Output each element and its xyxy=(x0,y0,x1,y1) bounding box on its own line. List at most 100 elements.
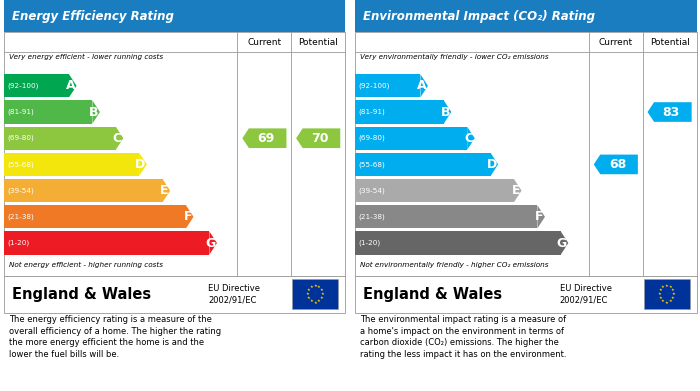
Text: ★: ★ xyxy=(309,285,314,289)
Text: EU Directive
2002/91/EC: EU Directive 2002/91/EC xyxy=(209,284,260,305)
Text: C: C xyxy=(464,132,473,145)
Text: (55-68): (55-68) xyxy=(7,161,34,168)
Text: Potential: Potential xyxy=(298,38,338,47)
Polygon shape xyxy=(186,205,193,228)
Polygon shape xyxy=(92,100,100,124)
Text: F: F xyxy=(183,210,192,223)
Text: England & Wales: England & Wales xyxy=(363,287,503,302)
Text: EU Directive
2002/91/EC: EU Directive 2002/91/EC xyxy=(560,284,612,305)
Text: ★: ★ xyxy=(314,301,317,305)
Bar xyxy=(292,279,338,309)
Bar xyxy=(4,276,345,313)
Text: ★: ★ xyxy=(671,288,675,292)
Bar xyxy=(4,153,139,176)
Polygon shape xyxy=(209,231,217,255)
Bar xyxy=(355,231,561,255)
Bar xyxy=(4,127,116,150)
Polygon shape xyxy=(421,74,428,97)
Text: 83: 83 xyxy=(663,106,680,118)
Polygon shape xyxy=(444,100,452,124)
Text: 70: 70 xyxy=(312,132,329,145)
Polygon shape xyxy=(594,154,638,174)
Text: ★: ★ xyxy=(668,285,672,289)
Text: ★: ★ xyxy=(320,288,323,292)
Text: ★: ★ xyxy=(661,300,665,303)
Text: ★: ★ xyxy=(309,300,314,303)
Bar xyxy=(355,0,696,32)
Text: B: B xyxy=(440,106,450,118)
Text: A: A xyxy=(417,79,426,92)
Text: G: G xyxy=(205,237,216,249)
Text: ★: ★ xyxy=(661,285,665,289)
Polygon shape xyxy=(242,128,286,148)
Polygon shape xyxy=(116,127,123,150)
Bar xyxy=(355,179,514,202)
Polygon shape xyxy=(491,153,498,176)
Text: ★: ★ xyxy=(321,292,324,296)
Text: 69: 69 xyxy=(258,132,274,145)
Text: The energy efficiency rating is a measure of the
overall efficiency of a home. T: The energy efficiency rating is a measur… xyxy=(8,315,220,359)
Text: ★: ★ xyxy=(314,284,317,288)
Polygon shape xyxy=(467,127,475,150)
Text: Energy Efficiency Rating: Energy Efficiency Rating xyxy=(12,9,174,23)
Text: The environmental impact rating is a measure of
a home's impact on the environme: The environmental impact rating is a mea… xyxy=(360,315,566,359)
Text: ★: ★ xyxy=(665,301,668,305)
Bar xyxy=(4,100,92,124)
Text: Current: Current xyxy=(247,38,281,47)
Text: E: E xyxy=(160,184,169,197)
Polygon shape xyxy=(296,128,340,148)
Bar xyxy=(355,74,421,97)
Text: ★: ★ xyxy=(665,284,668,288)
Polygon shape xyxy=(162,179,170,202)
Text: ★: ★ xyxy=(659,296,662,300)
Bar xyxy=(355,276,696,313)
Bar xyxy=(355,100,444,124)
Text: Very environmentally friendly - lower CO₂ emissions: Very environmentally friendly - lower CO… xyxy=(360,54,549,61)
Text: ★: ★ xyxy=(307,296,311,300)
Text: (55-68): (55-68) xyxy=(358,161,385,168)
Bar xyxy=(355,205,538,228)
Text: D: D xyxy=(135,158,146,171)
Text: A: A xyxy=(66,79,75,92)
Polygon shape xyxy=(561,231,568,255)
Text: F: F xyxy=(535,210,544,223)
Text: ★: ★ xyxy=(672,292,676,296)
Text: ★: ★ xyxy=(659,288,662,292)
Polygon shape xyxy=(648,102,692,122)
Text: ★: ★ xyxy=(320,296,323,300)
Bar xyxy=(643,279,690,309)
Text: (39-54): (39-54) xyxy=(358,187,385,194)
Text: Not energy efficient - higher running costs: Not energy efficient - higher running co… xyxy=(8,262,162,268)
Text: (69-80): (69-80) xyxy=(358,135,385,142)
Text: ★: ★ xyxy=(317,285,321,289)
Text: B: B xyxy=(89,106,99,118)
Bar xyxy=(4,205,186,228)
Polygon shape xyxy=(139,153,147,176)
Text: ★: ★ xyxy=(671,296,675,300)
Text: G: G xyxy=(556,237,567,249)
Polygon shape xyxy=(69,74,76,97)
Bar xyxy=(355,153,491,176)
Text: ★: ★ xyxy=(306,292,310,296)
Polygon shape xyxy=(538,205,545,228)
Text: Current: Current xyxy=(598,38,633,47)
Text: ★: ★ xyxy=(668,300,672,303)
Text: Potential: Potential xyxy=(650,38,690,47)
Text: Very energy efficient - lower running costs: Very energy efficient - lower running co… xyxy=(8,54,162,61)
Text: (1-20): (1-20) xyxy=(7,240,29,246)
Bar xyxy=(355,32,696,276)
Polygon shape xyxy=(514,179,522,202)
Text: (92-100): (92-100) xyxy=(7,83,38,89)
Text: (81-91): (81-91) xyxy=(7,109,34,115)
Text: ★: ★ xyxy=(307,288,311,292)
Text: ★: ★ xyxy=(317,300,321,303)
Bar xyxy=(4,0,345,32)
Text: E: E xyxy=(512,184,520,197)
Text: (69-80): (69-80) xyxy=(7,135,34,142)
Text: (92-100): (92-100) xyxy=(358,83,390,89)
Text: (1-20): (1-20) xyxy=(358,240,380,246)
Text: D: D xyxy=(486,158,497,171)
Bar xyxy=(4,231,209,255)
Text: (21-38): (21-38) xyxy=(7,213,34,220)
Text: Environmental Impact (CO₂) Rating: Environmental Impact (CO₂) Rating xyxy=(363,9,596,23)
